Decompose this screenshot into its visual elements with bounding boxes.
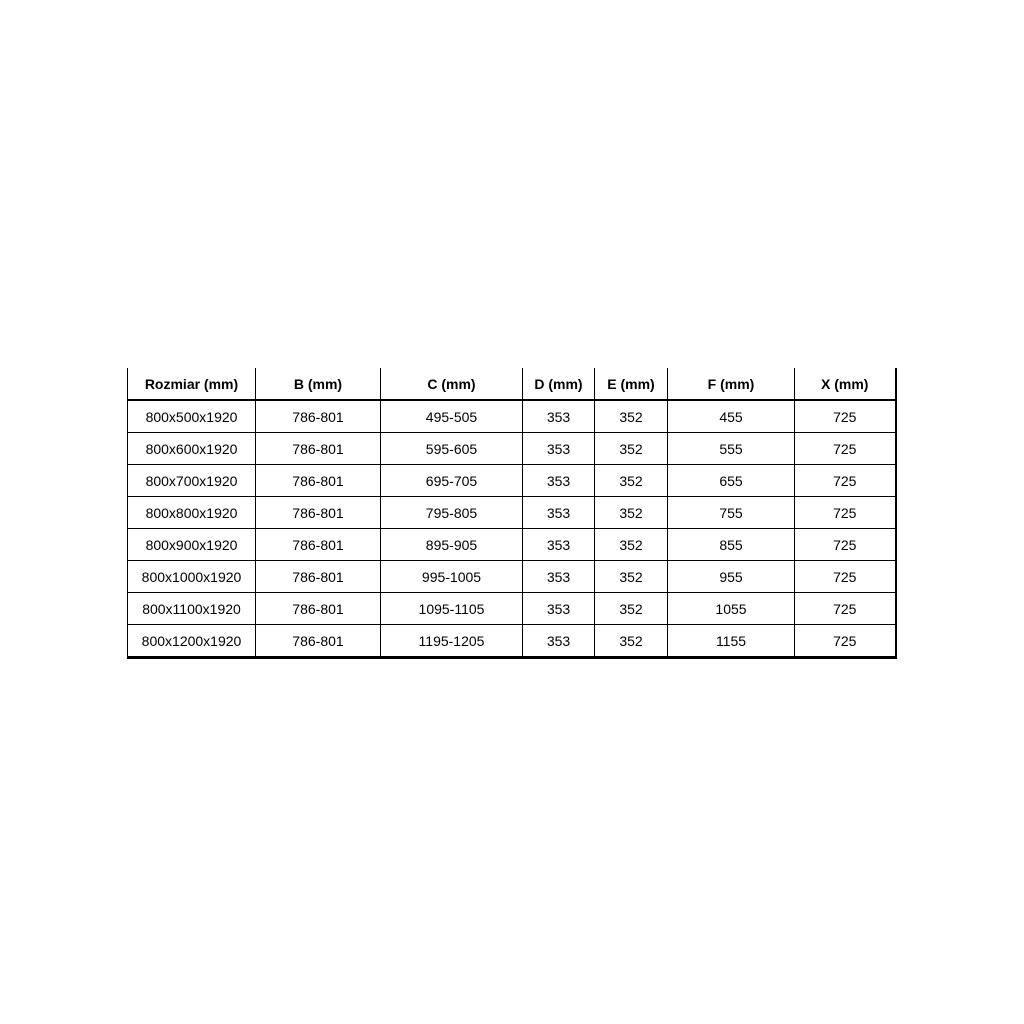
table-cell: 755	[667, 496, 795, 529]
table-row: 800x1000x1920 786-801 995-1005 353 352 9…	[127, 560, 897, 593]
table-cell: 800x1000x1920	[127, 560, 256, 593]
table-cell: 353	[522, 464, 595, 497]
table-cell: 1055	[667, 592, 795, 625]
table-cell: 1155	[667, 624, 795, 659]
table-cell: 725	[794, 464, 897, 497]
table-cell: 352	[594, 560, 668, 593]
table-cell: 352	[594, 592, 668, 625]
table-cell: 855	[667, 528, 795, 561]
table-row: 800x900x1920 786-801 895-905 353 352 855…	[127, 528, 897, 561]
table-cell: 725	[794, 560, 897, 593]
table-cell: 655	[667, 464, 795, 497]
table-cell: 455	[667, 400, 795, 433]
table-cell: 800x700x1920	[127, 464, 256, 497]
table-cell: 995-1005	[380, 560, 523, 593]
table-cell: 786-801	[255, 400, 381, 433]
header-row: Rozmiar (mm) B (mm) C (mm) D (mm) E (mm)…	[127, 368, 897, 401]
table-cell: 786-801	[255, 464, 381, 497]
table-row: 800x700x1920 786-801 695-705 353 352 655…	[127, 464, 897, 497]
column-header-rozmiar: Rozmiar (mm)	[127, 368, 256, 401]
table-cell: 800x800x1920	[127, 496, 256, 529]
table-cell: 695-705	[380, 464, 523, 497]
column-header-c: C (mm)	[380, 368, 523, 401]
size-spec-table: Rozmiar (mm) B (mm) C (mm) D (mm) E (mm)…	[127, 368, 897, 659]
table-cell: 725	[794, 432, 897, 465]
table-cell: 352	[594, 496, 668, 529]
table-cell: 353	[522, 496, 595, 529]
table-row: 800x800x1920 786-801 795-805 353 352 755…	[127, 496, 897, 529]
table-cell: 555	[667, 432, 795, 465]
table-row: 800x600x1920 786-801 595-605 353 352 555…	[127, 432, 897, 465]
table-cell: 353	[522, 400, 595, 433]
table-row: 800x1100x1920 786-801 1095-1105 353 352 …	[127, 592, 897, 625]
table-cell: 786-801	[255, 592, 381, 625]
table-cell: 353	[522, 560, 595, 593]
table-cell: 353	[522, 528, 595, 561]
column-header-b: B (mm)	[255, 368, 381, 401]
table-cell: 1195-1205	[380, 624, 523, 659]
table-cell: 352	[594, 464, 668, 497]
table-cell: 800x900x1920	[127, 528, 256, 561]
table-cell: 352	[594, 432, 668, 465]
table-cell: 353	[522, 592, 595, 625]
table-cell: 800x500x1920	[127, 400, 256, 433]
table-cell: 353	[522, 432, 595, 465]
table-cell: 725	[794, 528, 897, 561]
table-cell: 800x600x1920	[127, 432, 256, 465]
column-header-d: D (mm)	[522, 368, 595, 401]
table-cell: 353	[522, 624, 595, 659]
table-cell: 955	[667, 560, 795, 593]
table-cell: 725	[794, 496, 897, 529]
table-cell: 725	[794, 592, 897, 625]
table-cell: 786-801	[255, 624, 381, 659]
column-header-x: X (mm)	[794, 368, 897, 401]
table-cell: 800x1100x1920	[127, 592, 256, 625]
table-row: 800x1200x1920 786-801 1195-1205 353 352 …	[127, 624, 897, 659]
column-header-e: E (mm)	[594, 368, 668, 401]
table-cell: 495-505	[380, 400, 523, 433]
column-header-f: F (mm)	[667, 368, 795, 401]
table-cell: 352	[594, 400, 668, 433]
table-cell: 352	[594, 528, 668, 561]
table-cell: 786-801	[255, 560, 381, 593]
table-cell: 725	[794, 400, 897, 433]
table-cell: 795-805	[380, 496, 523, 529]
table-cell: 1095-1105	[380, 592, 523, 625]
table-cell: 786-801	[255, 496, 381, 529]
table-cell: 786-801	[255, 432, 381, 465]
table-row: 800x500x1920 786-801 495-505 353 352 455…	[127, 400, 897, 433]
table-cell: 786-801	[255, 528, 381, 561]
table-cell: 800x1200x1920	[127, 624, 256, 659]
table-cell: 725	[794, 624, 897, 659]
table-cell: 352	[594, 624, 668, 659]
table-cell: 895-905	[380, 528, 523, 561]
table-cell: 595-605	[380, 432, 523, 465]
